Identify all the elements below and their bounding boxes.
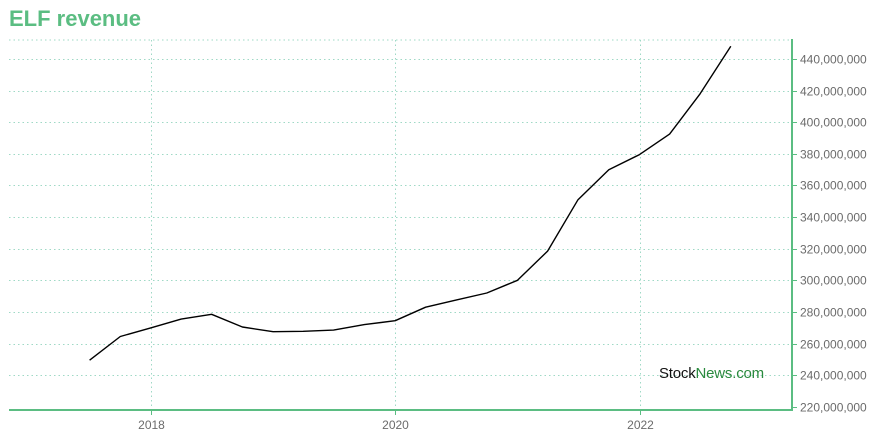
y-tick-label: 300,000,000	[800, 274, 867, 288]
stocknews-watermark: StockNews.com	[659, 365, 764, 382]
y-tick-label: 440,000,000	[800, 53, 867, 67]
y-tick-label: 340,000,000	[800, 211, 867, 225]
y-tick-label: 400,000,000	[800, 116, 867, 130]
x-tick-label: 2022	[627, 418, 654, 432]
watermark-part2: News.com	[695, 365, 765, 382]
x-tick-label: 2018	[138, 418, 165, 432]
y-tick-label: 260,000,000	[800, 338, 867, 352]
chart-title: ELF revenue	[9, 6, 142, 31]
y-tick-label: 360,000,000	[800, 179, 867, 193]
y-tick-label: 320,000,000	[800, 243, 867, 257]
x-tick-label: 2020	[382, 418, 409, 432]
watermark-part1: Stock	[659, 365, 696, 382]
y-tick-label: 420,000,000	[800, 85, 867, 99]
y-tick-label: 280,000,000	[800, 306, 867, 320]
y-tick-label: 380,000,000	[800, 148, 867, 162]
y-tick-label: 240,000,000	[800, 369, 867, 383]
revenue-line	[89, 45, 732, 361]
y-tick-label: 220,000,000	[800, 401, 867, 415]
